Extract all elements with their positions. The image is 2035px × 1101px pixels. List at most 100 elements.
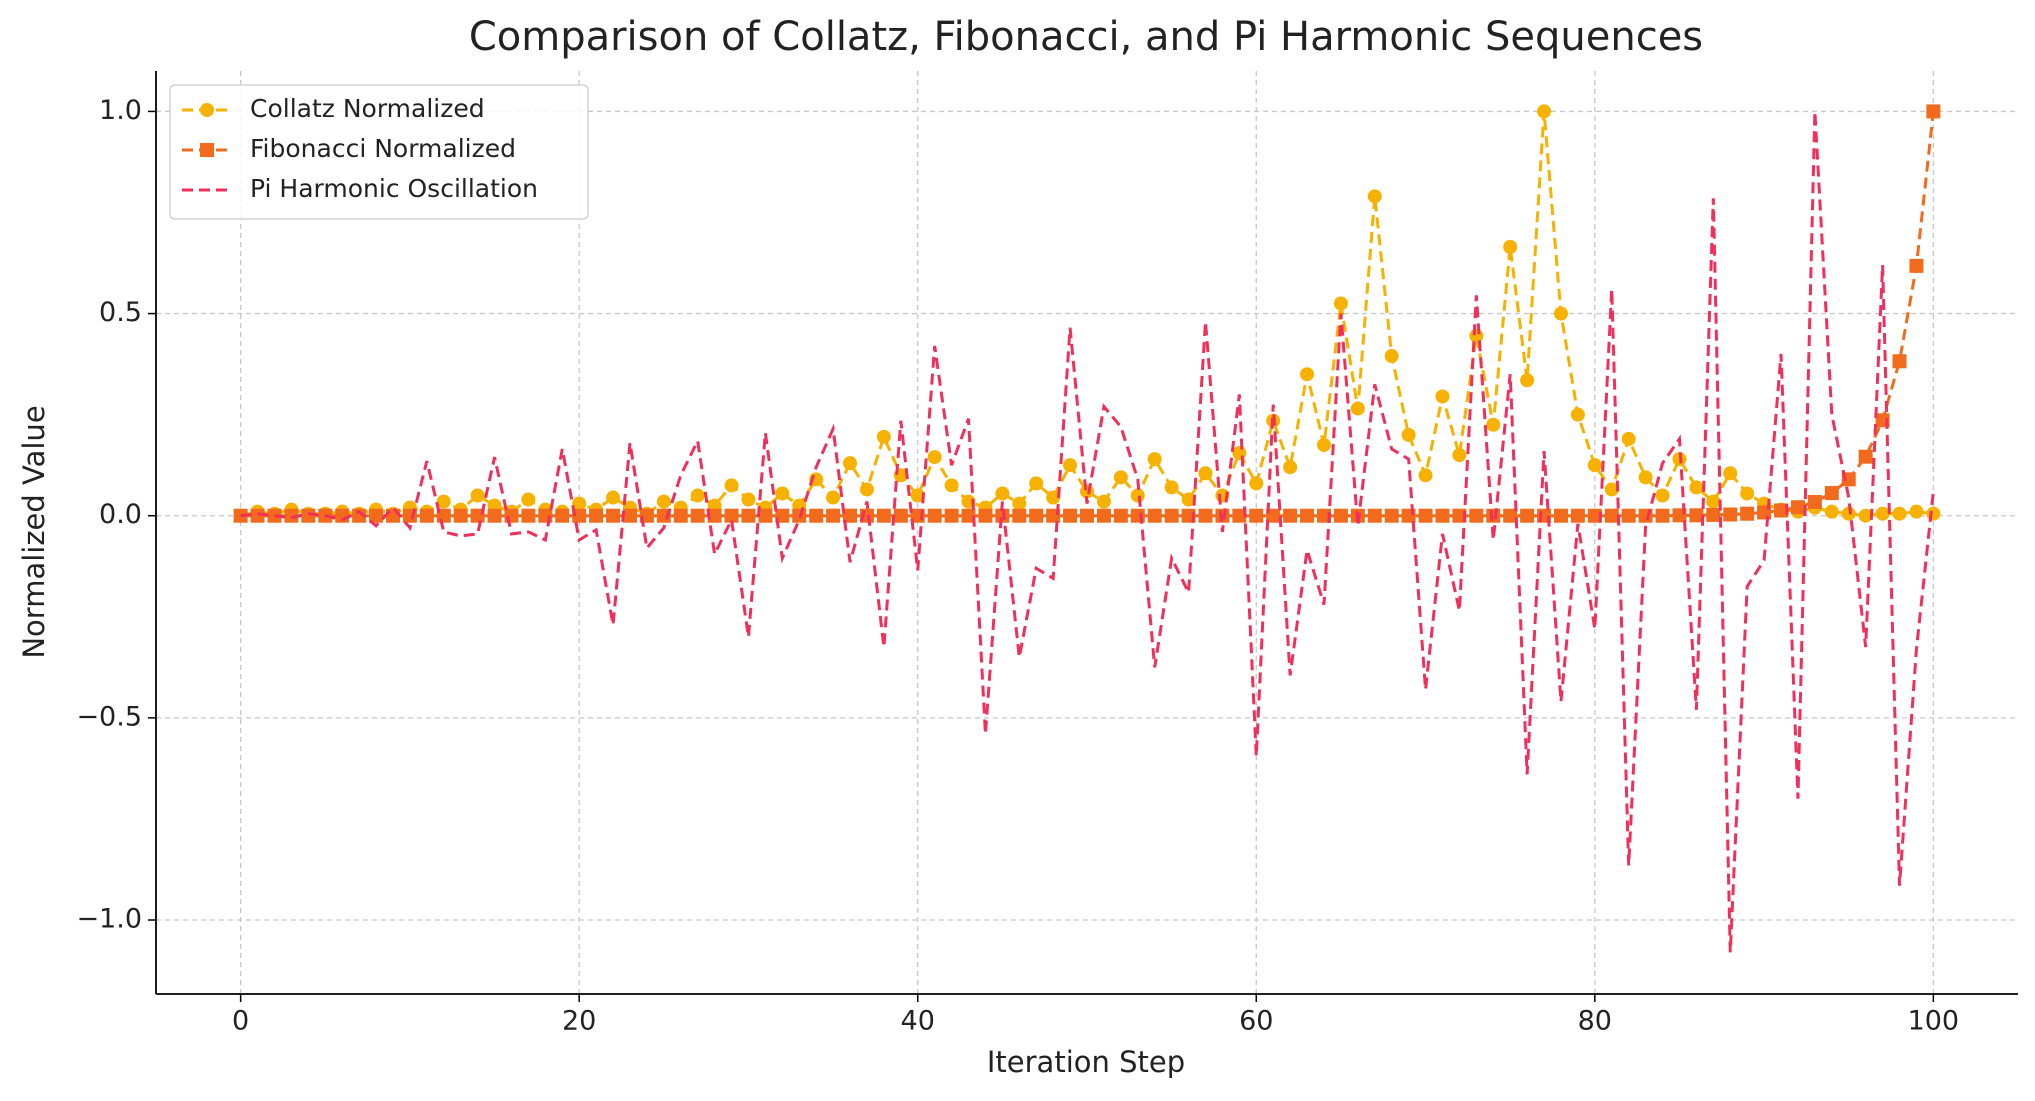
x-tick-label: 0 (232, 1006, 249, 1037)
data-point (1486, 417, 1501, 432)
data-point (1232, 508, 1247, 523)
data-point (1283, 508, 1298, 523)
data-point (606, 490, 621, 505)
data-point (927, 508, 942, 523)
data-point (1384, 349, 1399, 364)
data-point (1706, 507, 1721, 522)
data-point (1892, 506, 1907, 521)
data-point (1080, 508, 1094, 523)
data-point (1130, 488, 1145, 503)
data-point (284, 508, 299, 523)
data-point (606, 508, 621, 523)
data-point (1858, 449, 1873, 464)
data-point (1113, 508, 1128, 523)
legend-label: Collatz Normalized (250, 94, 485, 123)
data-point (1096, 494, 1111, 509)
data-point (622, 508, 637, 523)
data-point (707, 508, 722, 523)
data-point (1740, 486, 1755, 501)
data-point (1418, 508, 1433, 523)
data-point (1350, 401, 1365, 416)
data-point (1723, 466, 1738, 481)
y-tick-label: 1.0 (99, 95, 142, 126)
data-point (1384, 508, 1399, 523)
data-point (1706, 494, 1721, 509)
legend-box (169, 84, 589, 220)
data-point (1655, 508, 1670, 523)
data-point (1520, 508, 1535, 523)
data-point (1181, 492, 1196, 507)
data-point (859, 482, 874, 497)
data-point (1587, 458, 1602, 473)
data-point (1587, 508, 1602, 523)
data-point (1367, 189, 1382, 204)
data-point (1841, 506, 1856, 521)
data-point (775, 486, 790, 501)
y-tick-label: 0.5 (99, 297, 142, 328)
data-point (521, 492, 536, 507)
data-point (572, 496, 587, 511)
legend-marker (200, 103, 214, 117)
data-point (555, 508, 570, 523)
data-point (1892, 354, 1907, 369)
data-point (1063, 458, 1078, 473)
data-point (995, 486, 1010, 501)
data-point (741, 508, 756, 523)
data-point (1029, 508, 1044, 523)
data-point (1723, 507, 1738, 522)
data-point (1858, 508, 1873, 523)
data-point (1300, 508, 1315, 523)
data-point (1655, 488, 1670, 503)
x-axis-label: Iteration Step (987, 1045, 1185, 1079)
data-point (826, 508, 841, 523)
data-point (1807, 494, 1822, 509)
data-point (893, 508, 908, 523)
data-point (1621, 508, 1636, 523)
data-point (589, 508, 604, 523)
data-point (843, 456, 858, 471)
data-point (453, 508, 468, 523)
data-point (1621, 431, 1636, 446)
x-tick-label: 20 (562, 1006, 596, 1037)
data-point (1520, 373, 1535, 388)
data-point (1300, 367, 1315, 382)
data-point (995, 508, 1010, 523)
data-point (572, 508, 587, 523)
legend-label: Pi Harmonic Oscillation (250, 174, 538, 203)
legend-label: Fibonacci Normalized (250, 134, 516, 163)
data-point (1435, 508, 1450, 523)
data-point (1029, 476, 1044, 491)
data-point (1503, 239, 1518, 254)
data-point (369, 508, 384, 523)
data-point (470, 488, 485, 503)
data-point (826, 490, 841, 505)
x-tick-label: 80 (1578, 1006, 1612, 1037)
data-point (1147, 508, 1162, 523)
data-point (1401, 427, 1416, 442)
data-point (1046, 490, 1061, 505)
data-point (758, 508, 773, 523)
x-tick-label: 60 (1239, 1006, 1273, 1037)
data-point (1689, 480, 1704, 495)
data-point (1553, 306, 1568, 321)
data-point (1537, 104, 1552, 119)
data-point (910, 488, 925, 503)
data-point (1689, 508, 1704, 523)
data-point (1232, 446, 1247, 461)
data-point (927, 450, 942, 465)
data-point (1926, 104, 1941, 119)
data-point (419, 508, 434, 523)
x-tick-label: 100 (1908, 1006, 1960, 1037)
data-point (1740, 506, 1755, 521)
data-point (487, 508, 502, 523)
data-point (1604, 508, 1619, 523)
data-point (673, 508, 688, 523)
data-point (690, 508, 705, 523)
data-point (724, 508, 739, 523)
data-point (1435, 389, 1450, 404)
data-point (1469, 328, 1484, 343)
data-point (1063, 508, 1078, 523)
data-point (1926, 506, 1941, 521)
data-point (1198, 508, 1213, 523)
